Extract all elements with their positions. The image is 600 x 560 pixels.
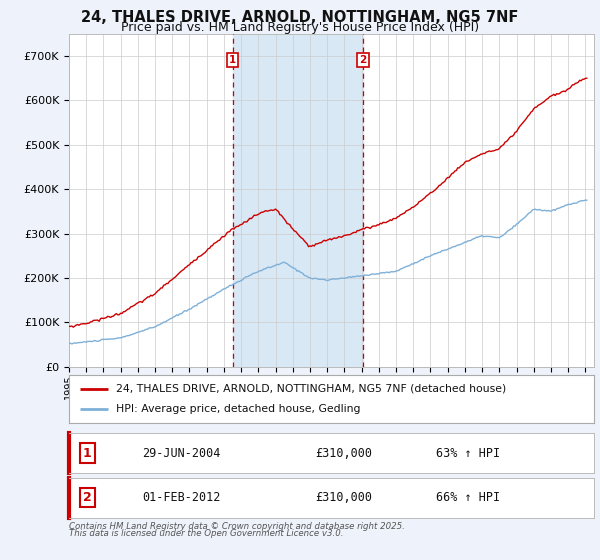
Text: 2: 2 <box>359 55 367 66</box>
Text: 63% ↑ HPI: 63% ↑ HPI <box>437 446 500 460</box>
Text: £310,000: £310,000 <box>316 491 373 505</box>
Text: 1: 1 <box>229 55 236 66</box>
Text: This data is licensed under the Open Government Licence v3.0.: This data is licensed under the Open Gov… <box>69 529 343 538</box>
Text: 24, THALES DRIVE, ARNOLD, NOTTINGHAM, NG5 7NF: 24, THALES DRIVE, ARNOLD, NOTTINGHAM, NG… <box>82 10 518 25</box>
Text: 24, THALES DRIVE, ARNOLD, NOTTINGHAM, NG5 7NF (detached house): 24, THALES DRIVE, ARNOLD, NOTTINGHAM, NG… <box>116 384 506 394</box>
Text: Price paid vs. HM Land Registry's House Price Index (HPI): Price paid vs. HM Land Registry's House … <box>121 21 479 34</box>
Text: 01-FEB-2012: 01-FEB-2012 <box>143 491 221 505</box>
Text: HPI: Average price, detached house, Gedling: HPI: Average price, detached house, Gedl… <box>116 404 361 414</box>
Text: 66% ↑ HPI: 66% ↑ HPI <box>437 491 500 505</box>
Text: £310,000: £310,000 <box>316 446 373 460</box>
Text: 29-JUN-2004: 29-JUN-2004 <box>143 446 221 460</box>
Text: Contains HM Land Registry data © Crown copyright and database right 2025.: Contains HM Land Registry data © Crown c… <box>69 522 405 531</box>
Bar <box>233 34 363 367</box>
Text: 1: 1 <box>83 446 92 460</box>
Text: 2: 2 <box>83 491 92 505</box>
